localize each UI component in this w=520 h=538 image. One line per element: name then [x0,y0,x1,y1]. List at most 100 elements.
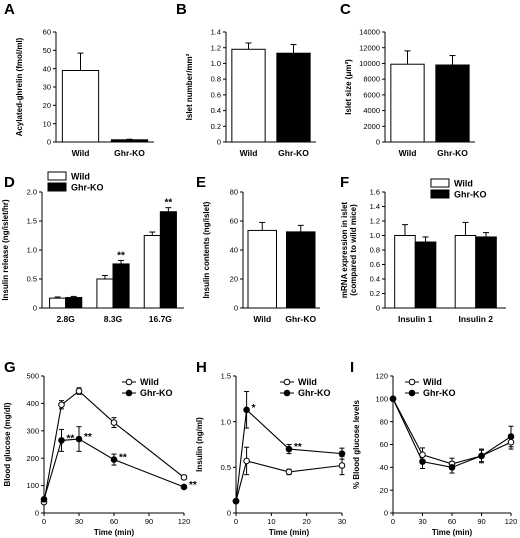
panel-c-ylabel: Islet size (μm²) [344,59,353,115]
panel-c-ytick-label-1: 2000 [363,122,380,131]
panel-c-ytick-label-3: 6000 [363,90,380,99]
panel-f-ylabel-1: (compared to wild mice) [349,204,358,296]
panel-b-ytick-label-2: 0.4 [211,106,221,115]
panel-i-ytick-label-1: 20 [380,486,388,495]
panel-h-xtick-label-3: 30 [338,517,346,526]
panel-h-ylabel: Insulin (ng/ml) [195,417,204,472]
panel-h: H 0 0.5 1.0 1.5 Insulin (ng/ml) 0 10 20 30 Time (m… [195,359,346,537]
panel-a-ytick-label-6: 60 [43,28,51,37]
panel-g: G 0 100 200 300 400 500 Blood glucose (mg/dl) 0 3… [3,359,197,537]
panel-a-ytick-label-0: 0 [47,138,51,147]
panel-d-bar-1-0 [65,297,83,309]
panel-g-point-1-2 [75,435,83,443]
panel-a-ytick-label-2: 20 [43,101,51,110]
panel-g-point-0-3 [110,419,118,426]
panel-g-point-1-1 [58,437,65,444]
panel-i-ylabel: % Blood glucose levels [352,399,361,488]
panel-d-legend-label-1: Ghr-KO [71,183,104,193]
panel-f-ytick-label-6: 1.2 [370,217,380,226]
panel-e-category-0: Wild [253,314,271,324]
panel-g-point-1-3 [110,456,118,463]
panel-c-category-1: Ghr-KO [437,148,468,158]
panel-h-point-0-1 [243,457,250,465]
panel-f-legend-label-0: Wild [454,179,473,189]
panel-g-legend-label-0: Wild [140,377,159,387]
panel-i-ytick-label-0: 0 [384,509,388,518]
panel-b-ytick-label-3: 0.6 [211,90,221,99]
panel-i-point-0-1 [419,451,426,459]
panel-h-point-1-1 [243,406,250,414]
panel-g-ytick-label-3: 300 [26,426,39,435]
panel-i-xtick-label-1: 30 [418,517,426,526]
panel-e-bar-1 [286,231,316,309]
panel-f-letter: F [340,174,349,191]
panel-a-letter: A [4,1,15,18]
panel-g-xtick-label-2: 60 [110,517,118,526]
panel-h-legend-label-0: Wild [298,377,317,387]
panel-d-bar-0-0 [49,297,67,309]
panel-f-ytick-label-0: 0 [376,304,380,313]
panel-i-series-line-0 [392,398,512,465]
panel-b-ytick-label-1: 0.2 [211,122,221,131]
panel-d-category-2: 16.7G [149,314,173,324]
panel-g-point-1-0 [40,496,48,503]
panel-e-ytick-label-4: 80 [230,188,238,197]
panel-a: A 0 10 20 30 40 50 60 Acylated-ghrelin (fmol/ml)… [4,1,154,158]
panel-b: B 0 0.2 0.4 0.6 0.8 1.0 1.2 1.4 Islet number/mm² W… [176,1,316,158]
panel-i-ytick-label-4: 80 [380,417,388,426]
panel-h-ytick-label-0: 0 [227,509,231,518]
panel-a-ytick-label-5: 50 [43,46,51,55]
panel-d-ytick-label-4: 2.0 [27,188,37,197]
panel-i-point-1-0 [389,395,397,403]
panel-b-ytick-label-4: 0.8 [211,75,221,84]
panel-b-letter: B [176,1,187,18]
panel-e-bar-0 [247,229,277,309]
panel-d-category-0: 2.8G [56,314,75,324]
panel-a-ylabel: Acylated-ghrelin (fmol/ml) [15,37,24,136]
panel-h-point-1-2 [285,445,293,453]
panel-c: C 0 2000 4000 6000 8000 10000 12000 14000 Islet s… [340,1,475,158]
panel-i-legend-marker-1 [408,389,416,397]
panel-g-point-0-4 [180,474,188,481]
panel-d-bar-1-1 [112,263,130,309]
panel-g-xtick-label-1: 30 [75,517,83,526]
panel-a-ytick-label-4: 40 [43,64,51,73]
panel-f-ytick-label-4: 0.8 [370,246,380,255]
panel-e-category-1: Ghr-KO [285,314,316,324]
panel-d-ylabel: Insulin release (ng/islet/hr) [1,199,10,301]
panel-g-ytick-label-0: 0 [35,509,39,518]
panel-g-star-4: ** [189,480,197,491]
panel-c-ytick-label-0: 0 [376,138,380,147]
panel-d-ytick-label-2: 1.0 [27,246,37,255]
panel-b-category-1: Ghr-KO [278,148,309,158]
panel-b-ylabel: Islet number/mm² [185,53,194,120]
panel-i-point-1-1 [419,458,426,465]
panel-h-ytick-label-3: 1.5 [221,372,231,381]
panel-i-ytick-label-6: 120 [375,372,388,381]
panel-i-point-1-4 [507,433,515,440]
panel-a-ytick-label-3: 30 [43,83,51,92]
panel-h-point-1-3 [338,450,346,457]
panel-i-xtick-label-3: 90 [477,517,485,526]
panel-h-ytick-label-1: 0.5 [221,463,231,472]
panel-h-xlabel: Time (min) [269,528,310,537]
panel-g-ytick-label-2: 200 [26,454,39,463]
panel-h-xtick-label-2: 20 [302,517,310,526]
panel-i-ytick-label-3: 60 [380,440,388,449]
panel-g-star-3: ** [119,453,127,464]
panel-i-ytick-label-5: 100 [375,394,388,403]
panel-h-xtick-label-0: 0 [234,517,238,526]
panel-d-ytick-label-1: 0.5 [27,275,37,284]
panel-b-ytick-label-0: 0 [217,138,221,147]
panel-g-legend-marker-0 [125,378,133,386]
panel-d-legend-label-0: Wild [71,172,90,182]
panel-g-point-0-1 [58,401,65,409]
panel-e: E 0 20 40 60 80 Insulin contents (ng/islet) Wil… [196,174,320,324]
panel-i-legend-marker-0 [408,378,416,386]
panel-i-point-1-3 [478,452,485,460]
panel-b-ytick-label-6: 1.2 [211,43,221,52]
panel-b-ytick-label-7: 1.4 [211,28,221,37]
panel-i-legend-label-0: Wild [423,377,442,387]
panel-f-ytick-label-3: 0.6 [370,260,380,269]
